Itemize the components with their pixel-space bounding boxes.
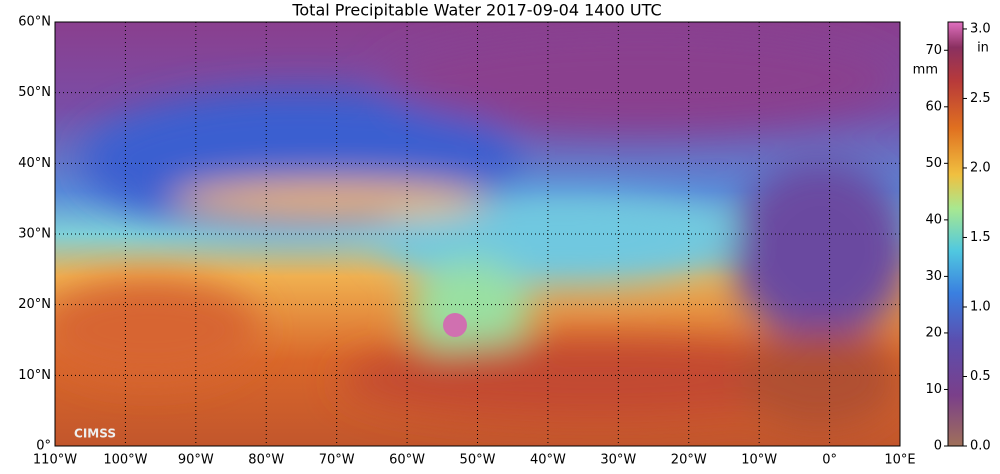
lat-tick-label: 50°N [18, 85, 51, 100]
lon-tick-label: 110°W [33, 453, 77, 468]
logo: CIMSS [74, 427, 116, 441]
lat-tick-label: 20°N [18, 297, 51, 312]
lon-tick-label: 10°W [741, 453, 777, 468]
lon-tick-label: 20°W [671, 453, 707, 468]
in-unit: in [977, 41, 989, 56]
lon-tick-label: 40°W [530, 453, 566, 468]
lon-tick-label: 80°W [248, 453, 284, 468]
mm-unit: mm [913, 63, 938, 78]
mm-tick-label: 50 [925, 156, 942, 171]
lon-tick-label: 100°W [103, 453, 147, 468]
lon-tick-label: 30°W [600, 453, 636, 468]
lat-tick-label: 40°N [18, 156, 51, 171]
mm-tick-label: 10 [925, 382, 942, 397]
in-tick-label: 0.5 [970, 369, 991, 384]
map-title: Total Precipitable Water 2017-09-04 1400… [291, 1, 661, 20]
lat-tick-label: 10°N [18, 368, 51, 383]
colorbar [947, 21, 964, 447]
lat-tick-label: 30°N [18, 227, 51, 242]
lon-tick-label: 10°E [884, 453, 915, 468]
mm-tick-label: 70 [925, 43, 942, 58]
lon-tick-label: 0° [822, 453, 837, 468]
mm-tick-label: 20 [925, 325, 942, 340]
in-tick-label: 0.0 [970, 439, 991, 454]
lat-tick-label: 0° [36, 439, 51, 454]
lon-tick-label: 70°W [319, 453, 355, 468]
in-tick-label: 2.0 [970, 160, 991, 175]
lon-tick-label: 50°W [460, 453, 496, 468]
mm-tick-label: 0 [934, 439, 942, 454]
in-tick-label: 1.5 [970, 230, 991, 245]
in-tick-label: 1.0 [970, 299, 991, 314]
mm-tick-label: 40 [925, 212, 942, 227]
lat-tick-label: 60°N [18, 15, 51, 30]
lon-tick-label: 90°W [178, 453, 214, 468]
in-tick-label: 2.5 [970, 91, 991, 106]
mm-tick-label: 60 [925, 99, 942, 114]
in-tick-label: 3.0 [970, 21, 991, 36]
lon-tick-label: 60°W [389, 453, 425, 468]
mm-tick-label: 30 [925, 269, 942, 284]
